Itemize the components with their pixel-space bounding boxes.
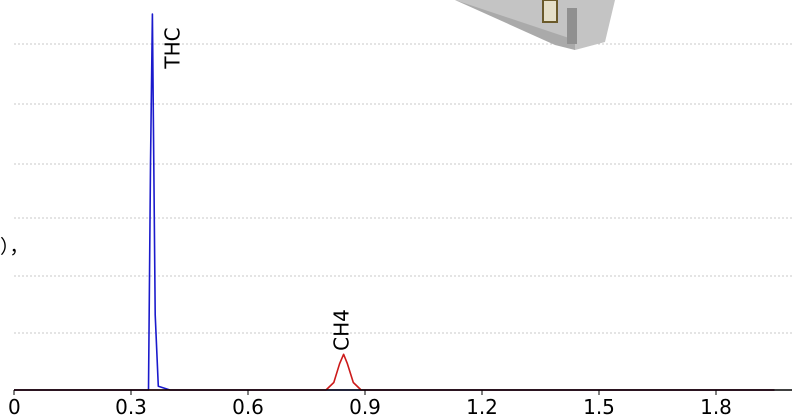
- series-line-1: [14, 353, 775, 391]
- series-group: [14, 13, 775, 391]
- x-tick-label-2: 0.6: [232, 395, 264, 417]
- peak-label-ch4: CH4: [330, 309, 354, 351]
- x-tick-label-1: 0.3: [115, 395, 147, 417]
- peak-label-thc: THC: [160, 27, 184, 69]
- x-ticks: [13, 390, 717, 395]
- peak-annotations: THC CH4: [160, 27, 353, 350]
- side-text: ），: [0, 236, 29, 258]
- x-tick-label-6: 1.8: [700, 395, 732, 417]
- x-tick-label-3: 0.9: [349, 395, 381, 417]
- analyzer-device-image: [455, 0, 615, 50]
- x-tick-labels: 0 0.3 0.6 0.9 1.2 1.5 1.8: [8, 395, 732, 417]
- series-line-0: [14, 13, 775, 391]
- x-tick-label-4: 1.2: [466, 395, 498, 417]
- grid-lines: [14, 43, 792, 334]
- x-tick-label-5: 1.5: [583, 395, 615, 417]
- x-tick-label-0: 0: [8, 395, 21, 417]
